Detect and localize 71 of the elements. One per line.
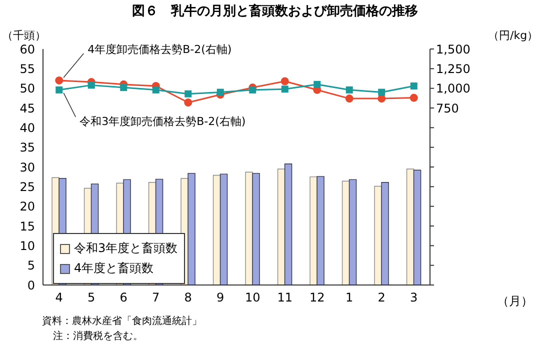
bar [220,174,228,285]
y-tick-label: 55 [20,62,35,76]
x-tick-label: 5 [88,290,96,305]
bar [348,179,357,285]
bar [413,170,422,285]
bar [245,172,253,285]
y-tick-label: 40 [20,120,35,135]
point [120,84,128,92]
bar [212,174,221,285]
y-tick-label: 10 [20,238,35,253]
y-tick-label: 45 [20,101,35,116]
point [281,86,288,93]
x-tick-label: 2 [378,290,386,305]
point [88,82,95,89]
x-tick-label: 8 [184,290,192,305]
x-tick-label: 7 [152,290,160,305]
y2-tick-label: 1,000 [436,82,470,96]
bar [316,176,324,285]
y-tick-label: 0 [27,278,35,292]
text: 資料：農林水産省「食肉流通統計」 [42,314,202,328]
bar [381,182,389,285]
x-axis-title: （月） [497,293,533,310]
bar [284,164,292,285]
point [314,80,321,88]
bar [342,180,350,285]
point [410,82,418,90]
legend-label: 令和3年度と畜頭数 [74,240,178,257]
point [345,94,354,103]
bar [252,172,260,285]
y2-tick-label: 1,250 [436,62,470,76]
y-tick-label: 25 [20,180,35,194]
y2-axis-title: （円/kg） [488,28,538,43]
point [346,86,353,94]
y2-tick-label: 1,500 [436,42,470,56]
x-tick-label: 3 [410,290,418,305]
x-tick-label: 6 [120,290,128,305]
x-tick-label: 10 [244,290,260,305]
y-tick-label: 30 [20,160,35,174]
point [56,86,63,94]
x-tick-label: 1 [346,290,354,305]
y-axis-title: （千頭） [2,28,46,43]
y-tick-label: 20 [20,200,35,214]
x-tick-label: 11 [277,290,293,305]
bar [374,186,382,285]
bar [406,168,414,285]
chart-title: 図６ 乳牛の月別と畜頭数および卸売価格の推移 [131,2,419,20]
y2-tick-label: 750 [436,101,459,116]
x-tick-label: 9 [216,290,224,305]
point [152,86,160,94]
series-label: 4年度卸売価格去勢B-2(右軸) [88,42,232,58]
bar [277,168,286,285]
point [55,76,64,84]
y-tick-label: 5 [27,258,35,273]
point [184,90,192,98]
bar [310,176,318,285]
y-tick-label: 50 [20,82,35,96]
bar [188,172,196,285]
point [249,86,256,94]
point [184,98,192,106]
x-tick-label: 12 [309,290,325,305]
text: 注：消費税を含む。 [53,330,143,343]
y-tick-label: 15 [20,219,35,234]
point [216,88,224,96]
x-tick-label: 4 [55,290,63,305]
legend-label: 4年度と畜頭数 [74,260,154,277]
y-tick-label: 35 [20,140,35,155]
point [280,77,289,86]
point [410,94,418,102]
point [378,88,386,96]
y-tick-label: 60 [20,42,35,56]
series-label: 令和3年度卸売価格去勢B-2(右軸) [80,114,246,129]
